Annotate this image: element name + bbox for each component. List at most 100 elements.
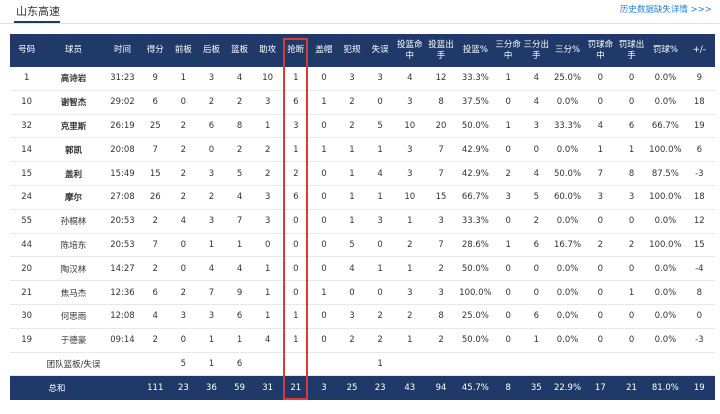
table-cell: 1 bbox=[281, 304, 310, 329]
player-name-cell[interactable]: 摩尔 bbox=[43, 185, 104, 210]
table-cell: 0.0% bbox=[550, 280, 585, 305]
table-cell: 5 bbox=[225, 161, 254, 186]
table-cell: 0 bbox=[494, 137, 523, 163]
player-name-cell[interactable]: 郭凯 bbox=[43, 137, 104, 163]
player-name-cell[interactable]: 克里斯 bbox=[43, 114, 104, 139]
player-name-cell[interactable]: 焦马杰 bbox=[43, 280, 104, 305]
table-cell: 0.0% bbox=[647, 209, 684, 234]
table-cell: 0 bbox=[615, 328, 648, 353]
table-cell: 6 bbox=[141, 90, 170, 115]
table-cell: 25.0% bbox=[550, 67, 585, 91]
table-cell bbox=[584, 352, 616, 377]
table-cell: 8 bbox=[615, 161, 648, 186]
table-cell: 2 bbox=[337, 90, 367, 115]
table-cell: 2 bbox=[584, 233, 616, 258]
total-cell: 22.9% bbox=[550, 375, 585, 401]
column-header: 投篮命中 bbox=[394, 34, 426, 67]
table-cell: 66.7% bbox=[647, 114, 684, 139]
table-cell: 0 bbox=[615, 209, 648, 234]
column-header: 篮板 bbox=[225, 34, 254, 67]
table-cell: 0.0% bbox=[550, 137, 585, 163]
table-cell: 7 bbox=[141, 233, 170, 258]
player-name-cell: 团队篮板/失误 bbox=[43, 352, 104, 377]
table-cell: 6 bbox=[225, 352, 254, 377]
player-name-cell[interactable]: 陈培东 bbox=[43, 233, 104, 258]
player-name-cell[interactable]: 盖利 bbox=[43, 161, 104, 186]
player-name-cell[interactable]: 孙桐林 bbox=[43, 209, 104, 234]
table-cell: 2 bbox=[253, 161, 282, 186]
table-cell: 0 bbox=[366, 280, 395, 305]
table-cell: 3 bbox=[337, 67, 367, 91]
table-cell: 0 bbox=[615, 90, 648, 115]
total-cell: 31 bbox=[253, 375, 282, 401]
table-cell: 12:08 bbox=[103, 304, 142, 329]
table-row: 21 焦马杰 12:36 6 2 7 9 1 0 1 0 0 3 3 100.0% 0 0 0.0% 0 1 0.0% 8 bbox=[10, 280, 715, 305]
table-cell: 3 bbox=[394, 137, 426, 163]
table-cell: 09:14 bbox=[103, 328, 142, 353]
table-row: 10 谢智杰 29:02 6 0 2 2 3 6 1 2 0 3 8 37.5% 0 4 0.0% 0 0 0.0% 18 bbox=[10, 90, 715, 115]
table-cell: 1 bbox=[253, 280, 282, 305]
table-row: 19 于德豪 09:14 2 0 1 1 4 1 0 2 2 1 2 50.0% 0 1 0.0% 0 0 0.0% -3 bbox=[10, 328, 715, 353]
table-cell: 3 bbox=[253, 209, 282, 234]
table-cell: 3 bbox=[197, 161, 226, 186]
table-cell: 32 bbox=[10, 114, 44, 139]
table-row: 团队篮板/失误 5 1 6 1 bbox=[10, 352, 715, 377]
total-cell: 3 bbox=[309, 375, 338, 401]
column-header: 盖帽 bbox=[309, 34, 338, 67]
table-cell: 6 bbox=[281, 90, 310, 115]
player-name-cell[interactable]: 何思雨 bbox=[43, 304, 104, 329]
table-cell: 15 bbox=[141, 161, 170, 186]
table-cell: 0 bbox=[281, 209, 310, 234]
table-cell: 0.0% bbox=[550, 304, 585, 329]
table-cell: 1 bbox=[494, 114, 523, 139]
table-cell: 0 bbox=[309, 185, 338, 210]
table-cell: 100.0% bbox=[647, 137, 684, 163]
table-cell: 0 bbox=[584, 67, 616, 91]
table-cell bbox=[615, 352, 648, 377]
column-header: 前板 bbox=[169, 34, 198, 67]
history-data-link[interactable]: 历史数据缺失详情 >>> bbox=[619, 5, 712, 15]
table-row: 32 克里斯 26:19 25 2 6 8 1 3 0 2 5 10 20 50.0% 1 3 33.3% 4 6 66… bbox=[10, 114, 715, 139]
table-cell bbox=[647, 352, 684, 377]
table-cell: 0 bbox=[309, 67, 338, 91]
table-cell: 0 bbox=[584, 304, 616, 329]
table-cell: 20 bbox=[425, 114, 457, 139]
table-cell bbox=[337, 352, 367, 377]
table-cell: 33.3% bbox=[456, 67, 495, 91]
player-name-cell[interactable]: 谢智杰 bbox=[43, 90, 104, 115]
column-header: 时间 bbox=[103, 34, 142, 67]
table-cell: 2 bbox=[169, 185, 198, 210]
table-cell: 16.7% bbox=[550, 233, 585, 258]
player-name-cell[interactable]: 于德豪 bbox=[43, 328, 104, 353]
table-cell: 1 bbox=[197, 233, 226, 258]
table-cell: 100.0% bbox=[456, 280, 495, 305]
total-cell: 36 bbox=[197, 375, 226, 401]
column-header: 得分 bbox=[141, 34, 170, 67]
table-cell: 6 bbox=[522, 304, 551, 329]
player-name-cell[interactable]: 高诗岩 bbox=[43, 67, 104, 91]
table-cell: 9 bbox=[141, 67, 170, 91]
player-name-cell[interactable]: 陶汉林 bbox=[43, 256, 104, 282]
column-header: 失误 bbox=[366, 34, 395, 67]
table-cell: 50.0% bbox=[456, 256, 495, 282]
table-cell: 50.0% bbox=[550, 161, 585, 186]
table-cell: 19 bbox=[683, 114, 715, 139]
table-cell: 1 bbox=[366, 256, 395, 282]
table-cell: 4 bbox=[522, 90, 551, 115]
table-cell: 25 bbox=[141, 114, 170, 139]
table-cell: 0 bbox=[522, 256, 551, 282]
table-cell bbox=[103, 352, 142, 377]
table-cell: 0 bbox=[281, 233, 310, 258]
team-tab[interactable]: 山东高速 bbox=[16, 5, 60, 18]
table-cell: 1 bbox=[309, 137, 338, 163]
table-cell: 27:08 bbox=[103, 185, 142, 210]
table-cell bbox=[456, 352, 495, 377]
table-cell: 4 bbox=[522, 67, 551, 91]
table-cell: 14 bbox=[10, 137, 44, 163]
table-cell: 3 bbox=[337, 304, 367, 329]
table-cell: 26:19 bbox=[103, 114, 142, 139]
table-cell: 1 bbox=[309, 90, 338, 115]
table-cell: 42.9% bbox=[456, 161, 495, 186]
table-cell: 2 bbox=[141, 328, 170, 353]
total-cell: 35 bbox=[522, 375, 551, 401]
